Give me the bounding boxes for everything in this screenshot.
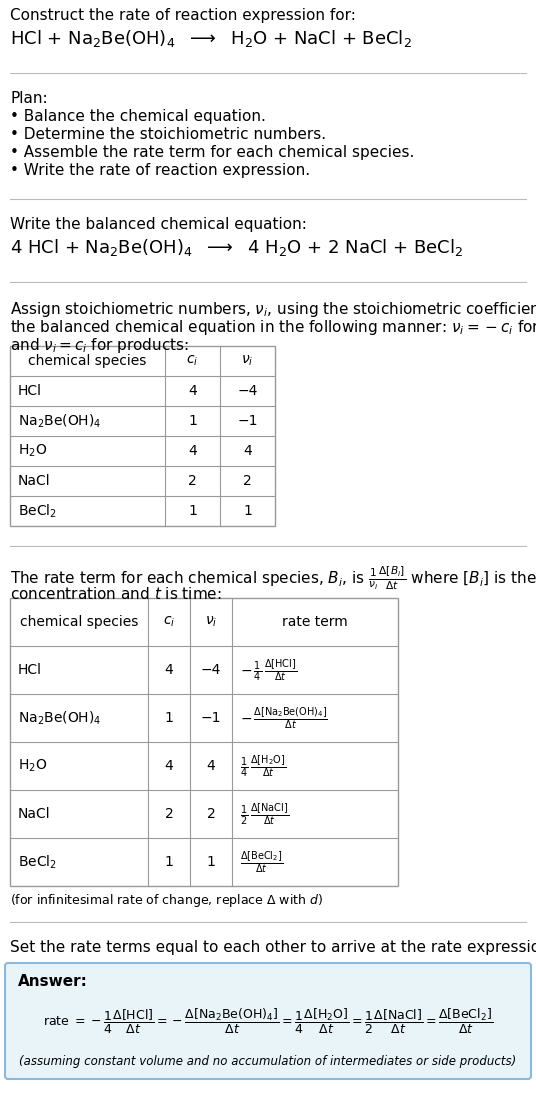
Text: $-\,\frac{\Delta[\mathrm{Na_2Be(OH)_4}]}{\Delta t}$: $-\,\frac{\Delta[\mathrm{Na_2Be(OH)_4}]}… xyxy=(240,705,328,731)
Text: the balanced chemical equation in the following manner: $\nu_i = -c_i$ for react: the balanced chemical equation in the fo… xyxy=(10,318,536,336)
Text: 4: 4 xyxy=(165,760,173,773)
Text: $\nu_i$: $\nu_i$ xyxy=(241,354,254,368)
Text: rate $= -\dfrac{1}{4}\dfrac{\Delta[\mathrm{HCl}]}{\Delta t} = -\dfrac{\Delta[\ma: rate $= -\dfrac{1}{4}\dfrac{\Delta[\math… xyxy=(43,1006,493,1036)
Text: • Write the rate of reaction expression.: • Write the rate of reaction expression. xyxy=(10,163,310,178)
Text: HCl: HCl xyxy=(18,663,42,677)
Text: 1: 1 xyxy=(206,855,215,869)
Text: • Assemble the rate term for each chemical species.: • Assemble the rate term for each chemic… xyxy=(10,145,414,160)
Text: 4: 4 xyxy=(165,663,173,677)
Bar xyxy=(10,598,398,886)
Text: −1: −1 xyxy=(237,414,258,429)
Text: (for infinitesimal rate of change, replace Δ with $d$): (for infinitesimal rate of change, repla… xyxy=(10,892,323,909)
Text: BeCl$_2$: BeCl$_2$ xyxy=(18,854,57,870)
Text: 1: 1 xyxy=(165,711,174,724)
Text: 1: 1 xyxy=(165,855,174,869)
Text: $c_i$: $c_i$ xyxy=(163,615,175,629)
Text: and $\nu_i = c_i$ for products:: and $\nu_i = c_i$ for products: xyxy=(10,336,189,355)
Text: rate term: rate term xyxy=(282,615,348,629)
Bar xyxy=(10,346,275,526)
Text: −1: −1 xyxy=(201,711,221,724)
Text: The rate term for each chemical species, $B_i$, is $\frac{1}{\nu_i}\frac{\Delta[: The rate term for each chemical species,… xyxy=(10,564,536,592)
Text: 4: 4 xyxy=(188,384,197,398)
Text: Write the balanced chemical equation:: Write the balanced chemical equation: xyxy=(10,217,307,232)
Text: HCl + Na$_2$Be(OH)$_4$  $\longrightarrow$  H$_2$O + NaCl + BeCl$_2$: HCl + Na$_2$Be(OH)$_4$ $\longrightarrow$… xyxy=(10,28,412,49)
Text: 2: 2 xyxy=(188,473,197,488)
Text: Na$_2$Be(OH)$_4$: Na$_2$Be(OH)$_4$ xyxy=(18,709,101,727)
Text: Assign stoichiometric numbers, $\nu_i$, using the stoichiometric coefficients, $: Assign stoichiometric numbers, $\nu_i$, … xyxy=(10,300,536,319)
Text: $-\,\frac{1}{4}\,\frac{\Delta[\mathrm{HCl}]}{\Delta t}$: $-\,\frac{1}{4}\,\frac{\Delta[\mathrm{HC… xyxy=(240,658,297,683)
Text: 4: 4 xyxy=(243,444,252,458)
FancyBboxPatch shape xyxy=(5,963,531,1078)
Text: Na$_2$Be(OH)$_4$: Na$_2$Be(OH)$_4$ xyxy=(18,412,101,430)
Text: −4: −4 xyxy=(237,384,258,398)
Text: • Determine the stoichiometric numbers.: • Determine the stoichiometric numbers. xyxy=(10,127,326,142)
Text: NaCl: NaCl xyxy=(18,473,50,488)
Text: 4: 4 xyxy=(188,444,197,458)
Text: Plan:: Plan: xyxy=(10,91,48,106)
Text: 2: 2 xyxy=(206,807,215,821)
Text: $\frac{\Delta[\mathrm{BeCl_2}]}{\Delta t}$: $\frac{\Delta[\mathrm{BeCl_2}]}{\Delta t… xyxy=(240,849,283,875)
Text: 2: 2 xyxy=(165,807,173,821)
Text: $\frac{1}{2}\,\frac{\Delta[\mathrm{NaCl}]}{\Delta t}$: $\frac{1}{2}\,\frac{\Delta[\mathrm{NaCl}… xyxy=(240,801,289,826)
Text: $\frac{1}{4}\,\frac{\Delta[\mathrm{H_2O}]}{\Delta t}$: $\frac{1}{4}\,\frac{\Delta[\mathrm{H_2O}… xyxy=(240,753,286,779)
Text: chemical species: chemical species xyxy=(20,615,138,629)
Text: 2: 2 xyxy=(243,473,252,488)
Text: 1: 1 xyxy=(188,504,197,518)
Text: (assuming constant volume and no accumulation of intermediates or side products): (assuming constant volume and no accumul… xyxy=(19,1055,517,1069)
Text: BeCl$_2$: BeCl$_2$ xyxy=(18,502,57,520)
Text: HCl: HCl xyxy=(18,384,42,398)
Text: concentration and $t$ is time:: concentration and $t$ is time: xyxy=(10,586,222,602)
Text: $\nu_i$: $\nu_i$ xyxy=(205,615,217,629)
Text: NaCl: NaCl xyxy=(18,807,50,821)
Text: 1: 1 xyxy=(188,414,197,429)
Text: 1: 1 xyxy=(243,504,252,518)
Text: Set the rate terms equal to each other to arrive at the rate expression:: Set the rate terms equal to each other t… xyxy=(10,940,536,955)
Text: chemical species: chemical species xyxy=(28,354,147,368)
Text: −4: −4 xyxy=(201,663,221,677)
Text: $c_i$: $c_i$ xyxy=(187,354,199,368)
Text: Construct the rate of reaction expression for:: Construct the rate of reaction expressio… xyxy=(10,8,356,23)
Text: H$_2$O: H$_2$O xyxy=(18,757,47,774)
Text: 4: 4 xyxy=(206,760,215,773)
Text: • Balance the chemical equation.: • Balance the chemical equation. xyxy=(10,109,266,124)
Text: Answer:: Answer: xyxy=(18,974,88,989)
Text: H$_2$O: H$_2$O xyxy=(18,443,47,459)
Text: 4 HCl + Na$_2$Be(OH)$_4$  $\longrightarrow$  4 H$_2$O + 2 NaCl + BeCl$_2$: 4 HCl + Na$_2$Be(OH)$_4$ $\longrightarro… xyxy=(10,237,463,258)
